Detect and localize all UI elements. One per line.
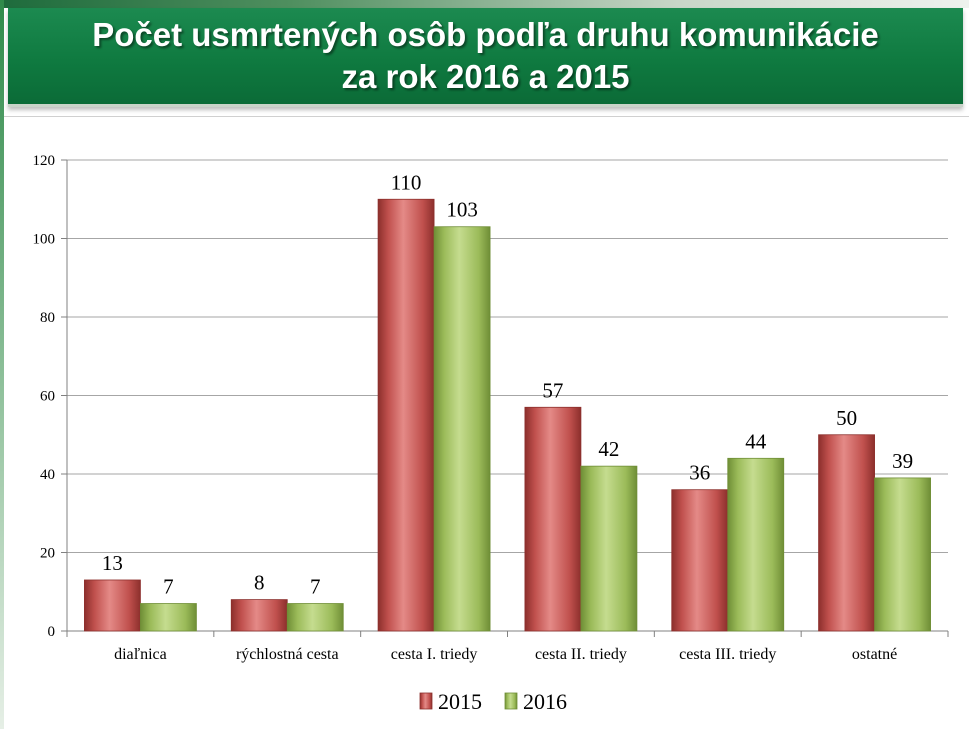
bar-2016 (727, 457, 785, 632)
y-tick-label: 0 (48, 624, 56, 640)
bar-2016 (140, 603, 197, 632)
bar-2015 (377, 198, 435, 632)
category-label: cesta II. triedy (535, 646, 627, 663)
bar-2016 (874, 477, 931, 632)
bar-2015 (524, 406, 582, 632)
data-label: 7 (163, 575, 174, 599)
data-label: 42 (598, 437, 619, 461)
gridlines (67, 159, 948, 553)
y-tick-label: 120 (33, 153, 56, 169)
y-tick-label: 20 (40, 546, 55, 562)
legend-label: 2016 (523, 689, 567, 714)
data-label: 110 (391, 170, 422, 194)
chart-title-line-1: Počet usmrtených osôb podľa druhu komuni… (92, 16, 879, 53)
bar-2016 (433, 226, 491, 632)
y-tick-label: 40 (40, 467, 55, 483)
left-accent-strip (0, 0, 4, 729)
data-label: 44 (745, 429, 767, 453)
data-label: 8 (254, 571, 265, 595)
data-label: 103 (446, 198, 478, 222)
data-label: 50 (836, 406, 857, 430)
data-label: 57 (542, 378, 563, 402)
y-tick-label: 60 (40, 389, 55, 405)
bar-2016 (286, 603, 344, 632)
chart-title-line-2: za rok 2016 a 2015 (341, 58, 630, 95)
bar-2015 (671, 489, 729, 632)
legend-label: 2015 (438, 689, 482, 714)
category-label: ostatné (852, 646, 897, 663)
bar-2015 (230, 599, 288, 632)
legend-swatch (419, 692, 433, 710)
legend-swatch (504, 692, 518, 710)
axes: 0 20 40 60 80 100 120 diaľnica rýchlostná cesta c… (33, 153, 949, 663)
data-label: 13 (102, 551, 123, 575)
data-label: 36 (689, 461, 710, 485)
y-tick-label: 100 (33, 232, 56, 248)
category-label: diaľnica (114, 646, 167, 663)
y-tick-label: 80 (40, 310, 55, 326)
data-label: 39 (892, 449, 913, 473)
bar-2015 (84, 579, 141, 632)
category-label: cesta III. triedy (679, 646, 776, 663)
category-label: cesta I. triedy (391, 646, 478, 663)
bar-2015 (818, 434, 875, 632)
data-labels: 13 8 110 57 36 50 7 7 103 42 44 39 (102, 170, 913, 598)
category-label: rýchlostná cesta (236, 646, 339, 663)
top-accent-strip (0, 0, 969, 8)
legend: 2015 2016 (419, 689, 567, 714)
bars (84, 198, 931, 632)
bar-2016 (580, 465, 638, 632)
data-label: 7 (310, 575, 321, 599)
title-banner: Počet usmrtených osôb podľa druhu komuni… (8, 8, 963, 107)
